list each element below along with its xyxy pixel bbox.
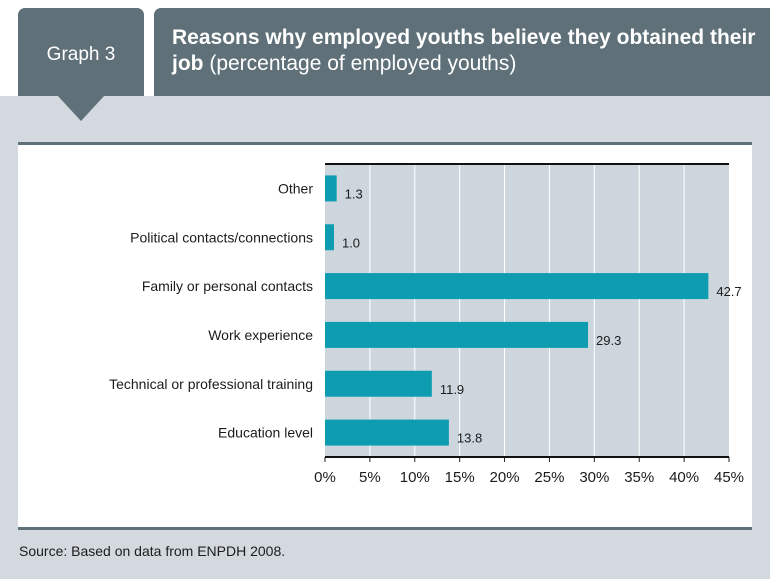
category-label: Family or personal contacts xyxy=(142,278,313,294)
bar xyxy=(325,370,432,397)
x-tick-label: 25% xyxy=(534,469,564,486)
x-tick-label: 15% xyxy=(445,469,475,486)
category-label: Work experience xyxy=(208,327,313,343)
x-tick-label: 45% xyxy=(714,469,744,486)
x-tick-label: 20% xyxy=(490,469,520,486)
bar xyxy=(325,224,334,251)
x-tick-label: 0% xyxy=(314,469,336,486)
x-tick-label: 40% xyxy=(669,469,699,486)
source-note: Source: Based on data from ENPDH 2008. xyxy=(19,543,286,559)
data-label: 11.9 xyxy=(440,382,464,397)
tab-pointer-arrow xyxy=(57,95,105,121)
title-box xyxy=(154,8,770,96)
bar xyxy=(325,273,709,300)
plot-area xyxy=(325,164,729,457)
data-label: 42.7 xyxy=(716,284,741,299)
graph-number-label: Graph 3 xyxy=(46,44,116,65)
chart-title-main: Reasons why employed youths believe they… xyxy=(172,26,756,75)
bar xyxy=(325,175,337,202)
x-tick-label: 5% xyxy=(359,469,381,486)
data-label: 13.8 xyxy=(457,431,482,446)
category-label: Other xyxy=(278,180,313,196)
category-label: Political contacts/connections xyxy=(130,229,313,245)
data-label: 1.0 xyxy=(342,235,360,250)
category-label: Education level xyxy=(218,425,313,441)
graph-number-tab xyxy=(18,8,144,96)
x-tick-label: 30% xyxy=(579,469,609,486)
x-tick-label: 35% xyxy=(624,469,654,486)
data-label: 29.3 xyxy=(596,333,621,348)
category-label: Technical or professional training xyxy=(109,376,313,392)
chart-title-units: (percentage of employed youths) xyxy=(203,52,517,75)
bar xyxy=(325,321,589,348)
chart-title: Reasons why employed youths believe they… xyxy=(172,25,762,77)
bar xyxy=(325,419,449,446)
chart-card: 0% 5% 10% 15% 20% 25% 30% 35% 40% 45% Other 1.3 Poli… xyxy=(18,142,752,530)
bar-chart: 0% 5% 10% 15% 20% 25% 30% 35% 40% 45% Other 1.3 Poli… xyxy=(109,163,744,486)
data-label: 1.3 xyxy=(345,186,363,201)
x-tick-label: 10% xyxy=(400,469,430,486)
